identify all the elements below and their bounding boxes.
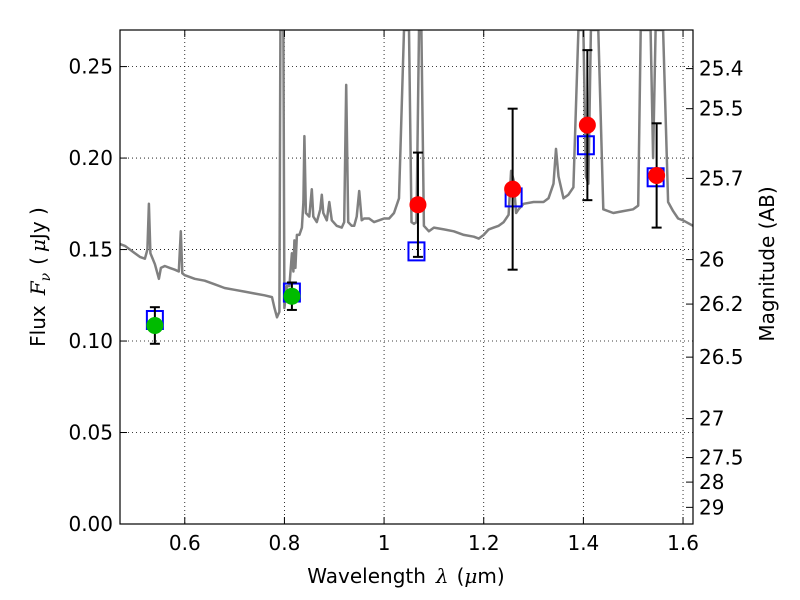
y-tick-label: 0.10 [68,329,113,353]
y-tick-label: 0.00 [68,512,113,536]
y-tick-label: 0.25 [68,55,113,79]
x-axis-label: Wavelength λ (μm) [307,564,504,588]
x-tick-label: 1 [378,531,391,555]
model-photometry-square [576,135,595,156]
observed-data-point [578,116,596,134]
y-tick-label: 0.20 [68,146,113,170]
observed-data-point [409,196,427,214]
observed-data-point [504,180,522,198]
y2-tick-label: 27 [699,407,724,431]
y2-axis-label: Magnitude (AB) [755,186,779,341]
y-axis-label: FluxFν(μJy ) [26,207,54,347]
axes-ticks: 0.6 0.8 1 1.2 1.4 1.6 0.00 0.05 0.10 0.15 0.20 0.25… [68,30,744,555]
spectrum-line [120,30,693,319]
x-tick-label: 1.2 [468,531,500,555]
y2-tick-label: 29 [699,495,724,519]
y2-tick-label: 26 [699,248,724,272]
x-tick-label: 0.8 [269,531,301,555]
model-photometry-square [407,241,426,262]
x-tick-label: 1.4 [567,531,599,555]
observed-data-point [146,316,164,334]
y2-tick-label: 25.4 [699,57,744,81]
y2-tick-label: 25.7 [699,166,744,190]
y-tick-label: 0.05 [68,421,113,445]
plot-area [120,30,693,524]
y2-tick-label: 28 [699,470,724,494]
y2-tick-label: 26.2 [699,292,744,316]
y-tick-label: 0.15 [68,238,113,262]
y2-tick-label: 27.5 [699,446,744,470]
y2-tick-label: 25.5 [699,97,744,121]
plot-frame [119,29,694,525]
y2-tick-label: 26.5 [699,345,744,369]
x-tick-label: 1.6 [667,531,699,555]
observed-data-point [648,166,666,184]
observed-data-point [283,287,301,305]
plot-content [120,30,693,345]
x-tick-label: 0.6 [169,531,201,555]
